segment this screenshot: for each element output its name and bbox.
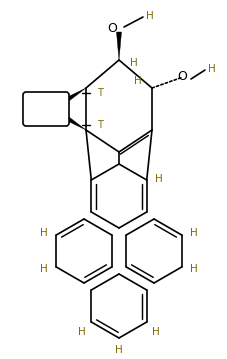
Text: H: H xyxy=(40,264,48,274)
Text: H: H xyxy=(189,264,197,274)
Text: H: H xyxy=(207,64,215,74)
Text: O: O xyxy=(176,70,186,83)
Text: O: O xyxy=(107,23,116,36)
Text: H: H xyxy=(40,228,48,238)
FancyBboxPatch shape xyxy=(23,92,69,126)
Text: H: H xyxy=(115,345,122,355)
Polygon shape xyxy=(50,88,86,112)
Text: H: H xyxy=(78,327,86,337)
Polygon shape xyxy=(50,106,86,130)
Text: T: T xyxy=(97,120,102,130)
Text: H: H xyxy=(130,58,137,68)
Text: H: H xyxy=(151,327,159,337)
Polygon shape xyxy=(116,32,121,60)
Text: Ab: Ab xyxy=(37,104,52,114)
Text: H: H xyxy=(154,174,162,184)
Text: H: H xyxy=(133,76,141,86)
Text: H: H xyxy=(146,11,153,21)
Text: T: T xyxy=(97,88,102,98)
Text: H: H xyxy=(189,228,197,238)
